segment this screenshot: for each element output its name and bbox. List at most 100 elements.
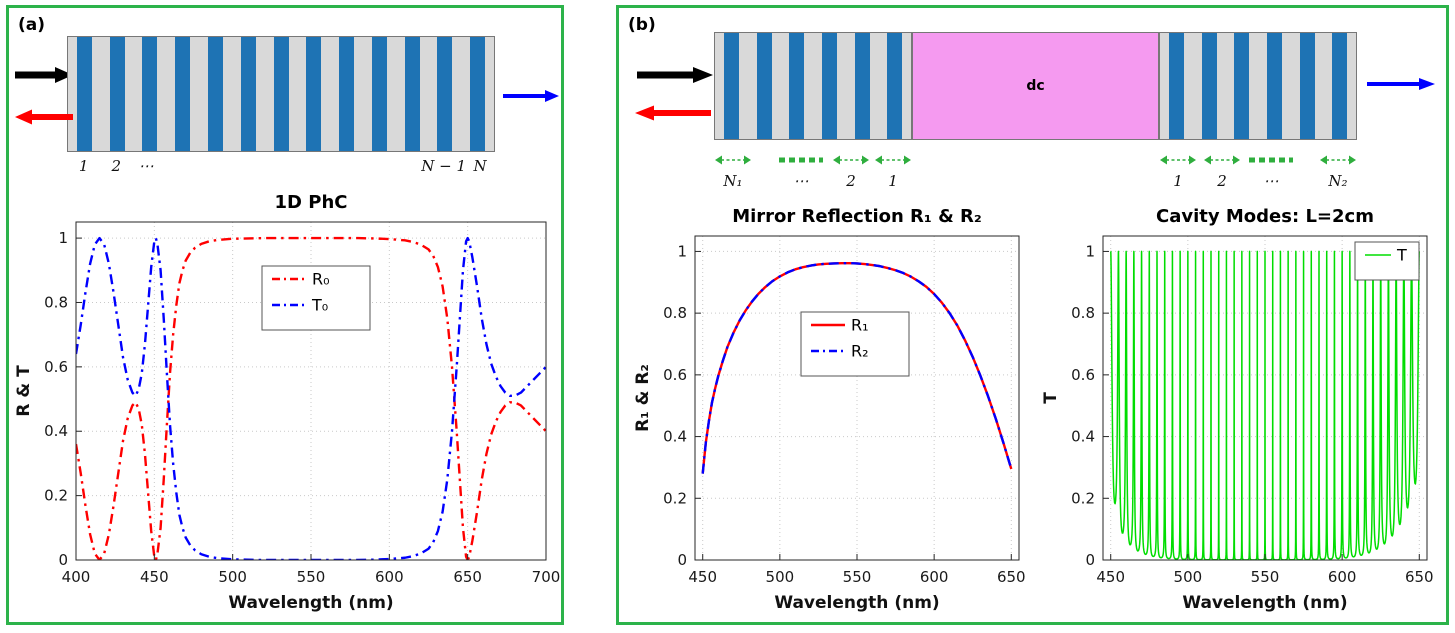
x-tick-label: 550 [843,568,872,586]
high-index-layer [437,37,453,151]
chart-title: 1D PhC [275,192,348,213]
x-tick-label: 450 [140,568,169,586]
phc-rt-spectrum-chart: 400 450 500 550 600 650 700 0 0.2 0.4 0.6 0.8 1 1D Ph… [14,192,560,613]
y-tick-label: 0.6 [44,358,68,376]
layer-label-n: N [473,157,487,175]
legend-label: T₀ [311,296,328,315]
series-T [1109,250,1421,560]
period-span-arrow-icon [1320,155,1356,165]
high-index-layer [470,37,486,151]
y-tick-label: 0.6 [1071,366,1095,384]
y-axis-label: T [1041,392,1061,404]
series-T₀ [76,236,546,560]
high-index-layer [1299,33,1315,139]
transmitted-wave-arrow-icon [503,90,559,102]
cavity-modes-chart: 450 500 550 600 650 0 0.2 0.4 0.6 0.8 1 Cavity Mode… [1041,206,1434,613]
x-tick-label: 550 [1251,568,1280,586]
right-mirror-stack [1159,32,1357,140]
incident-wave-arrow-icon [15,67,73,83]
legend-box [261,265,371,331]
legend-label: T [1396,246,1407,265]
period-span-arrow-icon [1160,155,1196,165]
high-index-layer [240,37,256,151]
layer-label-dots: ⋯ [138,157,154,175]
x-tick-label: 600 [1328,568,1357,586]
y-axis-label: R & T [14,365,34,417]
x-tick-label: 500 [218,568,247,586]
legend-box [800,311,910,377]
high-index-layer [723,33,739,139]
x-tick-label: 550 [297,568,326,586]
high-index-layer [887,33,903,139]
high-index-layer [1266,33,1282,139]
legend-box [1354,241,1420,281]
arrow-head [15,109,32,125]
high-index-layer [756,33,772,139]
high-index-layer [175,37,191,151]
arrow-head [693,67,713,83]
layer-label-n-1: N − 1 [421,157,467,175]
high-index-layer [1332,33,1348,139]
period-span-arrow-icon [875,155,911,165]
x-axis-label: Wavelength (nm) [228,593,393,613]
cavity: dc [912,32,1159,140]
y-tick-label: 0 [58,551,68,569]
high-index-layer [273,37,289,151]
left-mirror-label-2: 2 [846,172,856,190]
panel-b-label: (b) [628,15,656,35]
incident-wave-arrow-icon [637,67,713,83]
y-tick-label: 0.2 [663,489,687,507]
period-span-arrow-icon [1204,155,1240,165]
series-R₀ [76,236,546,560]
chart-title: Cavity Modes: L=2cm [1156,206,1374,227]
high-index-layer [371,37,387,151]
x-tick-label: 400 [62,568,91,586]
y-tick-label: 0.4 [663,428,687,446]
legend-label: R₂ [851,342,869,361]
y-tick-label: 0.4 [1071,428,1095,446]
y-tick-label: 0.8 [1071,304,1095,322]
reflected-wave-arrow-icon [635,105,711,121]
y-tick-label: 0.2 [44,487,68,505]
reflected-wave-arrow-icon [15,109,73,125]
layer-index-labels: 1 2 ⋯ N − 1 N [67,157,495,177]
high-index-layer [821,33,837,139]
x-axis-label: Wavelength (nm) [1182,593,1347,613]
high-index-layer [854,33,870,139]
y-tick-label: 0.8 [663,304,687,322]
legend-label: R₀ [312,270,330,289]
y-tick-label: 0.4 [44,422,68,440]
x-tick-label: 500 [1174,568,1203,586]
x-tick-label: 650 [1405,568,1434,586]
x-tick-label: 650 [997,568,1026,586]
high-index-layer [339,37,355,151]
left-mirror-label-n1: N₁ [723,172,743,190]
y-tick-label: 0 [1085,551,1095,569]
x-tick-label: 600 [375,568,404,586]
high-index-layer [207,37,223,151]
legend-label: R₁ [851,316,869,335]
period-span-arrow-icon [715,155,751,165]
right-mirror-label-2: 2 [1217,172,1227,190]
x-tick-label: 600 [920,568,949,586]
panel-a-label: (a) [18,15,46,35]
x-axis-label: Wavelength (nm) [774,593,939,613]
y-tick-label: 1 [1085,242,1095,260]
x-tick-label: 650 [453,568,482,586]
high-index-layer [1201,33,1217,139]
series-R₂ [701,261,1013,474]
y-tick-label: 1 [58,229,68,247]
right-mirror-label-1: 1 [1173,172,1183,190]
y-tick-label: 0.8 [44,293,68,311]
high-index-layer [109,37,125,151]
period-span-arrow-icon [833,155,869,165]
x-tick-label: 500 [766,568,795,586]
arrow-head [1419,78,1435,90]
arrow-head [635,105,654,121]
left-mirror-label-1: 1 [888,172,898,190]
panel-a: (a) 1 2 ⋯ N − 1 N 400 450 500 550 600 650 700 0… [6,5,564,625]
y-axis-label: R₁ & R₂ [633,364,653,432]
x-tick-label: 450 [688,568,717,586]
phc-layer-stack [67,36,495,152]
